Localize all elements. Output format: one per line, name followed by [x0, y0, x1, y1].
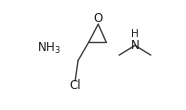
- Text: O: O: [94, 12, 103, 25]
- Text: Cl: Cl: [69, 79, 81, 92]
- Text: H: H: [131, 28, 139, 38]
- Text: N: N: [131, 39, 139, 52]
- Text: NH$_3$: NH$_3$: [36, 41, 60, 56]
